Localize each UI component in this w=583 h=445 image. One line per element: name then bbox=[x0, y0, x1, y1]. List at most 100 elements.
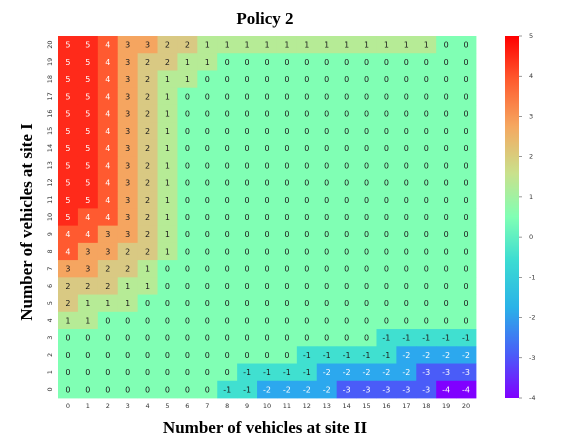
x-tick-label: 2 bbox=[106, 402, 110, 410]
heatmap-cell bbox=[217, 380, 238, 399]
heatmap-cell bbox=[276, 53, 298, 71]
cell-value-label: 0 bbox=[424, 316, 429, 325]
cell-value-label: 0 bbox=[324, 58, 329, 67]
cell-value-label: 1 bbox=[364, 41, 369, 50]
cell-value-label: 0 bbox=[404, 127, 409, 136]
heatmap-cell bbox=[296, 260, 318, 278]
cell-value-label: 0 bbox=[304, 196, 309, 205]
cell-value-label: -4 bbox=[462, 385, 470, 394]
x-tick-label: 16 bbox=[382, 402, 390, 410]
cell-value-label: 0 bbox=[424, 127, 429, 136]
cell-value-label: 0 bbox=[344, 110, 349, 119]
cell-value-label: 0 bbox=[324, 247, 329, 256]
cell-value-label: 0 bbox=[384, 282, 389, 291]
colorbar-tick-label: -3 bbox=[529, 354, 535, 362]
heatmap-cell bbox=[237, 173, 258, 192]
heatmap-cell bbox=[356, 70, 377, 89]
heatmap-cell bbox=[276, 277, 298, 295]
heatmap-cell bbox=[157, 380, 178, 399]
heatmap-cell bbox=[456, 173, 477, 192]
heatmap-cell bbox=[276, 260, 298, 278]
heatmap-cell bbox=[296, 329, 318, 347]
cell-value-label: -1 bbox=[382, 334, 390, 343]
cell-value-label: 0 bbox=[205, 265, 210, 274]
heatmap-cell bbox=[257, 53, 278, 71]
cell-value-label: 0 bbox=[364, 213, 369, 222]
y-tick-label: 10 bbox=[46, 213, 54, 221]
heatmap-cell bbox=[77, 294, 99, 313]
cell-value-label: 0 bbox=[304, 179, 309, 188]
cell-value-label: 4 bbox=[85, 230, 90, 239]
cell-value-label: 0 bbox=[304, 127, 309, 136]
heatmap-cell bbox=[376, 277, 397, 295]
heatmap-cell bbox=[157, 104, 178, 123]
cell-value-label: 0 bbox=[245, 196, 250, 205]
heatmap-cell bbox=[416, 363, 437, 382]
heatmap-cell bbox=[117, 277, 139, 295]
cell-value-label: -3 bbox=[343, 385, 351, 394]
cell-value-label: 0 bbox=[284, 161, 289, 170]
heatmap-cell bbox=[396, 36, 417, 54]
cell-value-label: 1 bbox=[185, 58, 190, 67]
heatmap-cell bbox=[276, 380, 298, 399]
heatmap-cell bbox=[77, 139, 99, 158]
heatmap-cell bbox=[336, 380, 357, 399]
y-tick-label: 14 bbox=[46, 144, 54, 152]
cell-value-label: -1 bbox=[323, 351, 331, 360]
cell-value-label: 1 bbox=[384, 41, 389, 50]
heatmap-cell bbox=[197, 225, 218, 244]
heatmap-cell bbox=[177, 260, 198, 278]
heatmap-cell bbox=[77, 380, 99, 399]
heatmap-cell bbox=[356, 173, 377, 192]
colorbar-tick-label: -1 bbox=[529, 273, 535, 281]
cell-value-label: 0 bbox=[185, 282, 190, 291]
cell-value-label: 0 bbox=[344, 247, 349, 256]
cell-value-label: 0 bbox=[125, 351, 130, 360]
cell-value-label: -1 bbox=[243, 368, 251, 377]
heatmap-cell bbox=[276, 70, 298, 89]
heatmap-cell bbox=[137, 225, 158, 244]
heatmap-cell bbox=[436, 277, 457, 295]
cell-value-label: 0 bbox=[424, 75, 429, 84]
heatmap-cell bbox=[436, 242, 457, 261]
heatmap-cell bbox=[376, 53, 397, 71]
cell-value-label: 0 bbox=[185, 127, 190, 136]
heatmap-cell bbox=[197, 156, 218, 175]
heatmap-cell bbox=[177, 329, 198, 347]
heatmap-cell bbox=[436, 380, 457, 399]
cell-value-label: 0 bbox=[464, 265, 469, 274]
heatmap-cell bbox=[77, 70, 99, 89]
heatmap-cell bbox=[336, 36, 357, 54]
colorbar-tick-label: -2 bbox=[529, 314, 535, 322]
heatmap-cell bbox=[157, 208, 178, 227]
cell-value-label: 0 bbox=[364, 282, 369, 291]
cell-value-label: 0 bbox=[225, 92, 230, 101]
cell-value-label: 0 bbox=[424, 282, 429, 291]
heatmap-cell bbox=[376, 363, 397, 382]
heatmap-cell bbox=[456, 311, 477, 330]
cell-value-label: 1 bbox=[165, 196, 170, 205]
heatmap-cell bbox=[296, 380, 318, 399]
heatmap-cell bbox=[157, 225, 178, 244]
heatmap-cell bbox=[197, 173, 218, 192]
cell-value-label: 0 bbox=[284, 179, 289, 188]
cell-value-label: 0 bbox=[225, 368, 230, 377]
heatmap-cell bbox=[257, 294, 278, 313]
heatmap-cell bbox=[137, 87, 158, 106]
cell-value-label: 0 bbox=[404, 110, 409, 119]
x-tick-label: 6 bbox=[185, 402, 189, 410]
cell-value-label: 0 bbox=[105, 385, 110, 394]
heatmap-cell bbox=[316, 329, 338, 347]
cell-value-label: 0 bbox=[444, 92, 449, 101]
cell-value-label: 0 bbox=[264, 144, 269, 153]
heatmap-cell bbox=[316, 363, 338, 382]
heatmap-cell bbox=[456, 242, 477, 261]
cell-value-label: 0 bbox=[245, 265, 250, 274]
heatmap-cell bbox=[316, 311, 338, 330]
cell-value-label: 0 bbox=[444, 41, 449, 50]
heatmap-cell bbox=[137, 311, 158, 330]
x-tick-label: 15 bbox=[362, 402, 370, 410]
heatmap-cell bbox=[117, 363, 139, 382]
cell-value-label: 0 bbox=[344, 265, 349, 274]
heatmap-cell bbox=[137, 363, 158, 382]
